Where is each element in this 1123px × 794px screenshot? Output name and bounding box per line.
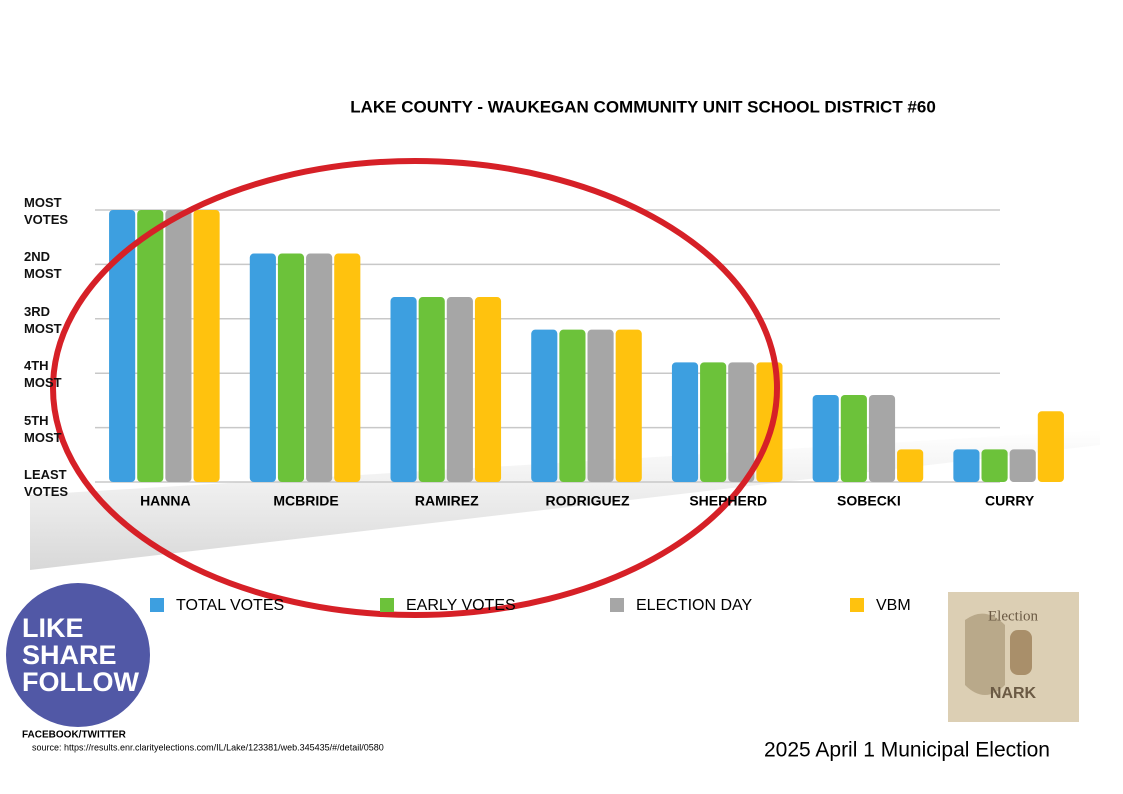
x-tick-label: RAMIREZ bbox=[415, 493, 479, 509]
legend-swatch bbox=[150, 598, 164, 612]
logo-bottom: NARK bbox=[990, 685, 1037, 702]
x-tick-label: SHEPHERD bbox=[689, 493, 767, 509]
legend-label: VBM bbox=[876, 597, 911, 614]
bar bbox=[306, 253, 333, 482]
bar bbox=[671, 362, 699, 482]
x-tick-label: MCBRIDE bbox=[273, 493, 338, 509]
bar bbox=[728, 362, 755, 482]
badge bbox=[6, 583, 150, 727]
bar bbox=[334, 253, 361, 482]
bar bbox=[587, 329, 614, 482]
legend-swatch bbox=[850, 598, 864, 612]
x-tick-label: SOBECKI bbox=[837, 493, 901, 509]
bar bbox=[531, 329, 558, 482]
x-tick-label: HANNA bbox=[140, 493, 191, 509]
bar bbox=[165, 210, 192, 482]
bar bbox=[868, 394, 896, 482]
legend-label: TOTAL VOTES bbox=[176, 597, 284, 614]
badge-line: FOLLOW bbox=[22, 667, 139, 697]
bar bbox=[1037, 411, 1064, 482]
bar bbox=[418, 297, 445, 482]
bar bbox=[1009, 449, 1036, 482]
x-tick-label: CURRY bbox=[985, 493, 1035, 509]
bar bbox=[981, 449, 1008, 482]
badge-line: SHARE bbox=[22, 640, 117, 670]
y-tick-label: 2ND MOST bbox=[24, 249, 62, 282]
bar bbox=[277, 253, 305, 482]
chart-title: LAKE COUNTY - WAUKEGAN COMMUNITY UNIT SC… bbox=[350, 97, 936, 116]
bar bbox=[249, 253, 276, 482]
bar bbox=[840, 394, 867, 482]
bar bbox=[474, 297, 502, 482]
bar bbox=[390, 297, 417, 482]
bar bbox=[812, 394, 839, 482]
legend-label: ELECTION DAY bbox=[636, 597, 753, 614]
logo-face bbox=[965, 613, 1005, 695]
logo-hand bbox=[1010, 630, 1032, 675]
bar bbox=[109, 210, 136, 482]
logo-top: Election bbox=[988, 608, 1038, 624]
legend-swatch bbox=[610, 598, 624, 612]
bar bbox=[953, 449, 980, 482]
badge-caption: FACEBOOK/TWITTER bbox=[22, 730, 127, 741]
legend-label: EARLY VOTES bbox=[406, 597, 516, 614]
bar bbox=[193, 210, 220, 482]
x-tick-label: RODRIGUEZ bbox=[546, 493, 630, 509]
footer: 2025 April 1 Municipal Election bbox=[764, 739, 1050, 762]
y-tick-label: 3RD MOST bbox=[24, 303, 62, 336]
bar bbox=[897, 449, 924, 482]
highlight-ellipse bbox=[50, 158, 780, 618]
y-tick-label: 5TH MOST bbox=[24, 412, 62, 445]
source: source: https://results.enr.clarityelect… bbox=[32, 742, 384, 752]
bar bbox=[559, 329, 586, 482]
bar bbox=[700, 362, 727, 482]
legend-swatch bbox=[380, 598, 394, 612]
y-tick-label: 4TH MOST bbox=[24, 358, 62, 391]
bar bbox=[446, 297, 473, 482]
badge-line: LIKE bbox=[22, 613, 84, 643]
y-tick-label: MOST VOTES bbox=[24, 195, 69, 227]
bar bbox=[615, 329, 642, 482]
y-tick-label: LEAST VOTES bbox=[24, 467, 69, 499]
bar bbox=[137, 210, 164, 482]
